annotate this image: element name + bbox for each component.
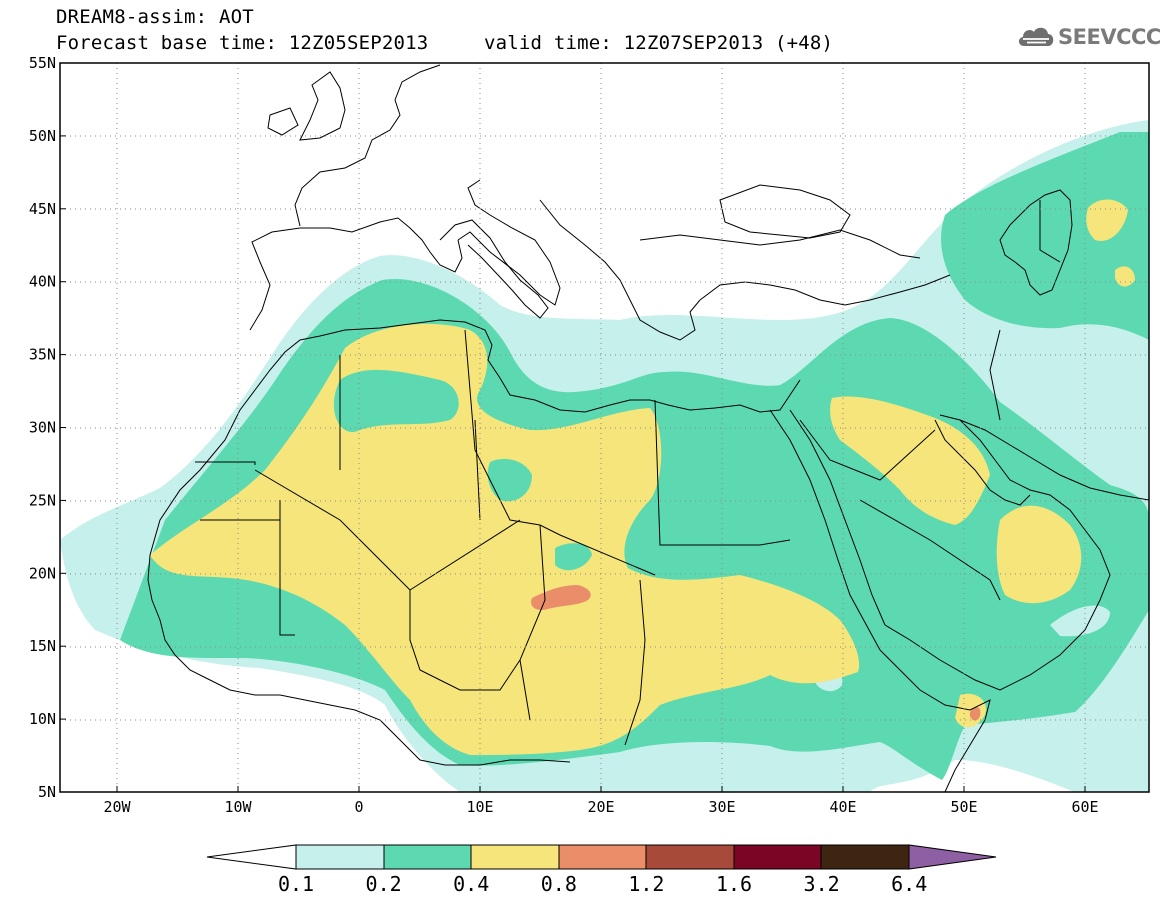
colorbar-bin-0-4 [470,844,560,870]
lat-label: 50N [29,127,56,145]
lon-label: 20E [587,798,614,816]
colorbar-bin-3-2 [820,844,910,870]
valid-time: valid time: 12Z07SEP2013 (+48) [484,32,834,54]
colorbar-label: 0.1 [278,872,314,896]
lon-label: 60E [1071,798,1098,816]
lon-label: 50E [950,798,977,816]
map-title: DREAM8-assim: AOT [56,6,254,28]
colorbar-label: 1.6 [716,872,752,896]
lat-label: 5N [38,783,56,801]
lat-label: 10N [29,710,56,728]
lat-label: 35N [29,346,56,364]
map-area [60,63,1149,792]
colorbar-bin-0-1 [295,844,385,870]
lon-label: 20W [103,798,131,816]
lon-label: 40E [829,798,856,816]
colorbar-bin-1-6 [733,844,822,870]
colorbar-label: 1.2 [628,872,664,896]
colorbar-label: 0.4 [453,872,489,896]
colorbar-label: 0.8 [541,872,577,896]
colorbar-label: 6.4 [891,872,927,896]
forecast-base-time: Forecast base time: 12Z05SEP2013 [56,32,429,54]
lat-label: 25N [29,491,56,509]
colorbar-label: 0.2 [366,872,402,896]
lon-label: 0 [354,798,363,816]
seevccc-logo: SEEVCCC [1016,22,1161,52]
lon-label: 10W [224,798,252,816]
lat-label: 45N [29,200,56,218]
lon-label: 10E [466,798,493,816]
aot-band-0-4 [150,199,1135,755]
cloud-icon [1018,27,1054,46]
longitude-labels: 20W 10W 0 10E 20E 30E 40E 50E 60E [103,786,1099,816]
aot-band-0-8 [531,585,981,721]
colorbar-bin-1-2 [645,844,735,870]
coastlines-borders [147,64,1149,792]
latitude-labels: 5N 10N 15N 20N 25N 30N 35N 40N 45N 50N 55N [29,54,66,801]
lat-label: 30N [29,419,56,437]
colorbar-label: 3.2 [804,872,840,896]
colorbar-bin-0-2 [383,844,472,870]
lon-label: 30E [708,798,735,816]
lat-label: 20N [29,564,56,582]
colorbar: 0.1 0.2 0.4 0.8 1.2 1.6 3.2 6.4 [206,844,997,896]
lat-label: 40N [29,273,56,291]
logo-text: SEEVCCC [1058,25,1161,49]
colorbar-bin-0-8 [558,844,647,870]
colorbar-high-arrow [908,844,997,870]
lat-label: 55N [29,54,56,72]
colorbar-low-arrow [206,844,297,870]
lat-label: 15N [29,637,56,655]
